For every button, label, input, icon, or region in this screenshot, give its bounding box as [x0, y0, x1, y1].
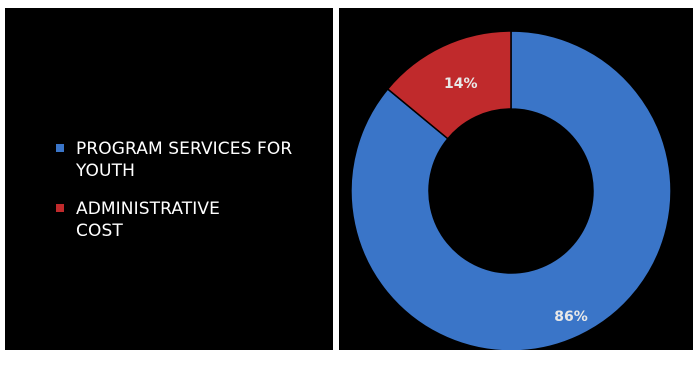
legend-label-program-services: PROGRAM SERVICES FOR YOUTH — [76, 138, 331, 182]
legend-label-line: YOUTH — [76, 161, 135, 181]
legend-panel — [5, 8, 333, 350]
donut-data-label-administrative-cost: 14% — [444, 76, 478, 92]
legend-label-administrative-cost: ADMINISTRATIVE COST — [76, 198, 331, 242]
legend-item-administrative-cost: ADMINISTRATIVE COST — [56, 198, 331, 242]
donut-slice-program-services — [350, 30, 672, 350]
legend-item-program-services: PROGRAM SERVICES FOR YOUTH — [56, 138, 331, 182]
donut-data-label-program-services: 86% — [554, 309, 588, 325]
legend-label-line: ADMINISTRATIVE — [76, 199, 220, 219]
chart-legend: PROGRAM SERVICES FOR YOUTH ADMINISTRATIV… — [56, 138, 331, 258]
legend-label-line: PROGRAM SERVICES FOR — [76, 139, 293, 159]
legend-swatch-program-services — [56, 144, 64, 152]
legend-label-line: COST — [76, 221, 123, 241]
legend-swatch-administrative-cost — [56, 204, 64, 212]
donut-slice-administrative-cost — [386, 30, 512, 140]
donut-chart: 86% 14% — [350, 30, 672, 350]
